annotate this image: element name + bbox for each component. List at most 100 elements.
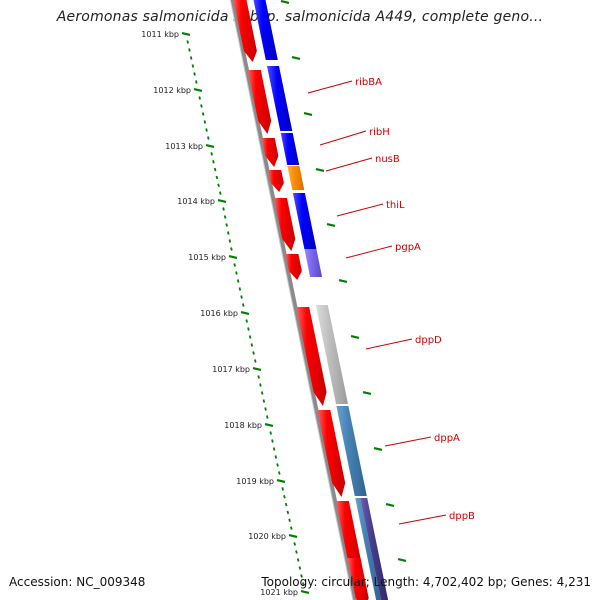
gene-dppD-block[interactable] xyxy=(315,305,348,404)
gc-skew-dot xyxy=(283,494,286,499)
gene-label-dppB[interactable]: dppB xyxy=(449,511,475,522)
gc-skew-dot xyxy=(223,215,227,219)
outer-ring-tick xyxy=(397,558,407,562)
gene-label-ribH[interactable]: ribH xyxy=(369,127,390,138)
gene-dppB-adjacent-block[interactable] xyxy=(355,498,382,600)
reverse-strand-cds-arrow[interactable] xyxy=(296,307,327,406)
gc-skew-dot xyxy=(271,439,274,443)
outer-ring-tick xyxy=(326,223,336,227)
gc-skew-dot xyxy=(259,383,262,387)
axis-kbp-label: 1018 kbp xyxy=(224,421,262,430)
gc-skew-dot xyxy=(198,96,201,100)
gene-features[interactable] xyxy=(233,0,389,600)
gene-label-leader xyxy=(307,80,353,94)
gene-label-nusB[interactable]: nusB xyxy=(375,154,400,165)
axis-major-tick xyxy=(276,479,286,483)
gc-skew-dot xyxy=(189,56,193,60)
gc-skew-dot xyxy=(245,319,248,323)
gc-skew-dot xyxy=(295,550,298,554)
axis-kbp-label: 1016 kbp xyxy=(200,309,238,318)
gene-dppA-block[interactable] xyxy=(336,406,367,496)
gc-skew-dot xyxy=(238,287,242,291)
gene-label-leader xyxy=(319,130,367,146)
gene-nusB-block[interactable] xyxy=(287,166,305,190)
reverse-strand-cds-arrow[interactable] xyxy=(247,70,272,134)
gene-label-leader xyxy=(398,514,447,525)
gc-skew-dot xyxy=(242,303,245,307)
gene-label-ribBA[interactable]: ribBA xyxy=(355,77,382,88)
reverse-strand-cds-arrow[interactable] xyxy=(347,558,369,600)
gc-skew-track: 1011 kbp 1012 kbp 1013 kbp 1014 kbp 1015 kbp… xyxy=(141,0,407,597)
gene-label-leader xyxy=(345,245,393,259)
gc-skew-dot xyxy=(213,167,217,172)
gc-skew-dot xyxy=(296,558,300,562)
gc-skew-dot xyxy=(274,455,278,459)
reverse-strand-cds-arrow[interactable] xyxy=(261,138,279,167)
axis-kbp-label: 1019 kbp xyxy=(236,477,274,486)
axis-major-tick xyxy=(288,534,298,538)
reverse-strand-cds-arrow[interactable] xyxy=(268,170,284,192)
gene-label-leader xyxy=(325,157,373,172)
gc-skew-dot xyxy=(210,152,213,156)
gene-label-pgpA[interactable]: pgpA xyxy=(395,242,421,253)
gene-thiL-block[interactable] xyxy=(292,193,317,249)
gene-label-dppD[interactable]: dppD xyxy=(415,335,442,346)
axis-kbp-label: 1014 kbp xyxy=(177,197,215,206)
gene-ribH-block[interactable] xyxy=(267,66,293,131)
gc-skew-dot xyxy=(276,463,279,467)
gene-nusB-adjacent-block[interactable] xyxy=(280,133,300,165)
gene-label-dppA[interactable]: dppA xyxy=(434,433,460,444)
gc-skew-dot xyxy=(272,447,276,451)
axis-kbp-label: 1012 kbp xyxy=(153,86,191,95)
axis-major-tick xyxy=(181,32,191,36)
outer-ring-tick xyxy=(303,112,313,116)
gc-skew-dot xyxy=(293,542,296,546)
gc-skew-dot xyxy=(286,510,290,515)
outer-ring-tick xyxy=(385,503,395,507)
backbone-highlight xyxy=(229,0,354,600)
gc-skew-dot xyxy=(230,247,233,251)
gc-skew-dot xyxy=(248,335,252,339)
outer-ring-tick xyxy=(362,391,372,395)
reverse-strand-cds-arrow[interactable] xyxy=(285,254,302,280)
axis-major-tick xyxy=(228,255,238,259)
gene-label-thiL[interactable]: thiL xyxy=(386,200,405,211)
gc-skew-dot xyxy=(195,80,198,84)
gc-skew-dot xyxy=(228,239,232,243)
reverse-strand-cds-arrow[interactable] xyxy=(317,410,346,497)
gc-skew-dot xyxy=(217,183,220,188)
axis-major-tick xyxy=(205,144,215,148)
gc-skew-dot xyxy=(269,431,272,435)
gc-skew-dot xyxy=(298,566,302,570)
axis-kbp-label: 1021 kbp xyxy=(260,588,298,597)
gc-skew-dot xyxy=(186,40,189,44)
axis-major-tick xyxy=(264,423,274,427)
outer-ring-tick xyxy=(338,279,348,283)
reverse-strand-cds-arrow[interactable] xyxy=(233,0,257,62)
gc-skew-dot xyxy=(284,502,288,507)
axis-kbp-label: 1015 kbp xyxy=(188,253,226,262)
gene-label-leader xyxy=(365,338,413,350)
gc-skew-dot xyxy=(200,104,203,108)
gene-dppB-block[interactable] xyxy=(360,498,389,600)
gc-skew-dot xyxy=(302,582,305,586)
gene-pgpA-block[interactable] xyxy=(304,249,323,277)
axis-major-tick xyxy=(193,88,203,92)
gene-ribBA-block[interactable] xyxy=(253,0,278,60)
gc-skew-dot xyxy=(264,407,267,411)
labels-layer: ribBA ribH nusB thiL pgpA dppD dppA dppB xyxy=(307,77,475,525)
gc-skew-dot xyxy=(262,399,266,403)
gc-skew-dot xyxy=(225,223,228,227)
gene-label-leader xyxy=(384,436,432,447)
gc-skew-dot xyxy=(236,279,240,283)
axis-kbp-label: 1013 kbp xyxy=(165,142,203,151)
reverse-strand-cds-arrow[interactable] xyxy=(274,198,296,251)
gene-label-leader xyxy=(336,203,384,217)
gc-skew-dot xyxy=(191,64,195,68)
gc-skew-dot xyxy=(201,112,205,116)
gc-skew-dot xyxy=(215,175,219,180)
gc-skew-dot xyxy=(235,271,238,275)
genome-backbone xyxy=(229,0,358,600)
gc-skew-dot xyxy=(247,327,250,331)
